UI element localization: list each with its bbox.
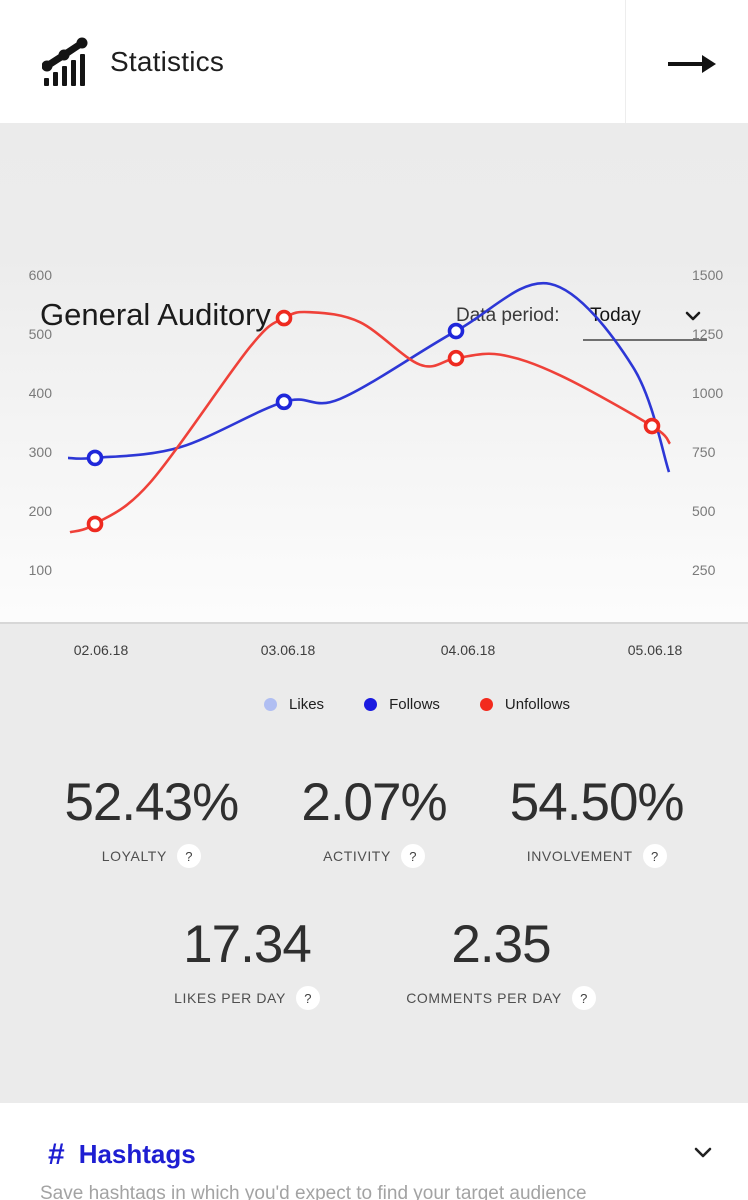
hashtags-subtitle: Save hashtags in which you'd expect to f… [40, 1183, 587, 1200]
hashtags-chevron-down-icon[interactable] [694, 1147, 712, 1158]
hashtags-header[interactable]: # Hashtags [48, 1139, 196, 1170]
stat-label: COMMENTS PER DAY [406, 990, 562, 1007]
stat-value: 54.50% [509, 773, 685, 832]
stats-panel: 02.06.18 03.06.18 04.06.18 05.06.18 Likes Fo… [0, 622, 748, 1103]
general-auditory-panel: General Auditory Data period: Today 600 5… [0, 123, 748, 622]
stat-value: 17.34 [183, 915, 312, 974]
hash-icon: # [48, 1137, 65, 1171]
unfollows-legend-dot-icon [479, 698, 493, 711]
x-axis-date-label: 05.06.18 [627, 642, 683, 658]
right-axis-tick: 1500 [692, 267, 723, 283]
right-axis-tick: 500 [692, 503, 716, 519]
unfollows-marker[interactable] [86, 515, 104, 533]
audience-line-chart: 600 500 400 300 200 100 1500 1250 1000 750 500 250 [29, 267, 724, 578]
unfollows-marker[interactable] [275, 309, 293, 327]
help-question-icon[interactable]: ? [571, 986, 596, 1011]
right-axis-tick: 250 [692, 562, 716, 578]
arrow-right-icon [668, 55, 716, 73]
stat-activity: 2.07% ACTIVITY? [263, 773, 486, 869]
chevron-down-icon [685, 311, 701, 321]
header-brand: Statistics [42, 36, 224, 88]
stat-value: 2.07% [301, 773, 447, 832]
right-axis-tick: 1250 [692, 326, 723, 342]
hashtags-title: Hashtags [78, 1139, 196, 1169]
stat-label-row: LOYALTY? [101, 844, 201, 869]
stat-label: LOYALTY [101, 848, 167, 865]
x-axis-date-label: 03.06.18 [260, 642, 316, 658]
legend-item-follows[interactable]: Follows [364, 696, 440, 713]
help-question-icon[interactable]: ? [295, 986, 320, 1011]
chart-legend: Likes Follows Unfollows [86, 696, 748, 713]
stat-value: 2.35 [451, 915, 551, 974]
stat-label-row: LIKES PER DAY? [174, 986, 320, 1011]
header-divider [625, 0, 626, 123]
x-axis-labels: 02.06.18 03.06.18 04.06.18 05.06.18 [0, 642, 748, 662]
data-period-value: Today [590, 305, 641, 326]
legend-label: Likes [289, 696, 325, 713]
help-question-icon[interactable]: ? [400, 844, 425, 869]
statistics-trend-bars-icon [42, 37, 88, 86]
left-axis-tick: 300 [29, 444, 53, 460]
stats-row-1: 52.43% LOYALTY? 2.07% ACTIVITY? 54.50% INVOLV… [0, 773, 748, 869]
follows-legend-dot-icon [364, 698, 378, 711]
help-question-icon[interactable]: ? [176, 844, 201, 869]
left-axis-tick: 400 [29, 385, 53, 401]
stat-comments-per-day: 2.35 COMMENTS PER DAY? [374, 915, 628, 1011]
right-axis-tick: 1000 [692, 385, 723, 401]
unfollows-marker[interactable] [447, 349, 465, 367]
stat-label-row: COMMENTS PER DAY? [406, 986, 596, 1011]
stat-label: INVOLVEMENT [526, 848, 633, 865]
right-axis-tick: 750 [692, 444, 716, 460]
help-question-icon[interactable]: ? [642, 844, 667, 869]
left-axis-tick: 100 [29, 562, 53, 578]
legend-label: Unfollows [504, 696, 570, 713]
stats-row-2: 17.34 LIKES PER DAY? 2.35 COMMENTS PER DAY? [0, 915, 748, 1011]
page-title: Statistics [110, 46, 225, 77]
x-axis-date-label: 04.06.18 [440, 642, 496, 658]
follows-marker[interactable] [86, 449, 104, 467]
hashtags-section: # Hashtags Save hashtags in which you'd … [0, 1103, 748, 1200]
stat-label: LIKES PER DAY [174, 990, 286, 1007]
follows-line [67, 281, 671, 473]
unfollows-marker[interactable] [643, 417, 661, 435]
unfollows-line [69, 310, 672, 534]
left-axis-tick: 600 [29, 267, 53, 283]
left-axis-tick: 200 [29, 503, 53, 519]
forward-arrow-button[interactable] [662, 48, 720, 80]
legend-label: Follows [389, 696, 440, 713]
stat-label: ACTIVITY [323, 848, 391, 865]
stat-value: 52.43% [64, 773, 239, 832]
stat-loyalty: 52.43% LOYALTY? [40, 773, 263, 869]
follows-marker[interactable] [447, 322, 465, 340]
legend-item-likes[interactable]: Likes [264, 696, 324, 713]
follows-marker[interactable] [275, 393, 293, 411]
stat-involvement: 54.50% INVOLVEMENT? [485, 773, 708, 869]
data-period-label: Data period: [456, 305, 560, 326]
legend-item-unfollows[interactable]: Unfollows [479, 696, 570, 713]
x-axis-date-label: 02.06.18 [73, 642, 129, 658]
app-header: Statistics [0, 0, 748, 123]
data-period-select[interactable]: Today [583, 299, 707, 341]
stat-label-row: ACTIVITY? [323, 844, 425, 869]
stat-label-row: INVOLVEMENT? [526, 844, 667, 869]
left-axis-tick: 500 [29, 326, 53, 342]
stat-likes-per-day: 17.34 LIKES PER DAY? [120, 915, 374, 1011]
likes-legend-dot-icon [264, 698, 278, 711]
section-title: General Auditory [40, 297, 271, 332]
